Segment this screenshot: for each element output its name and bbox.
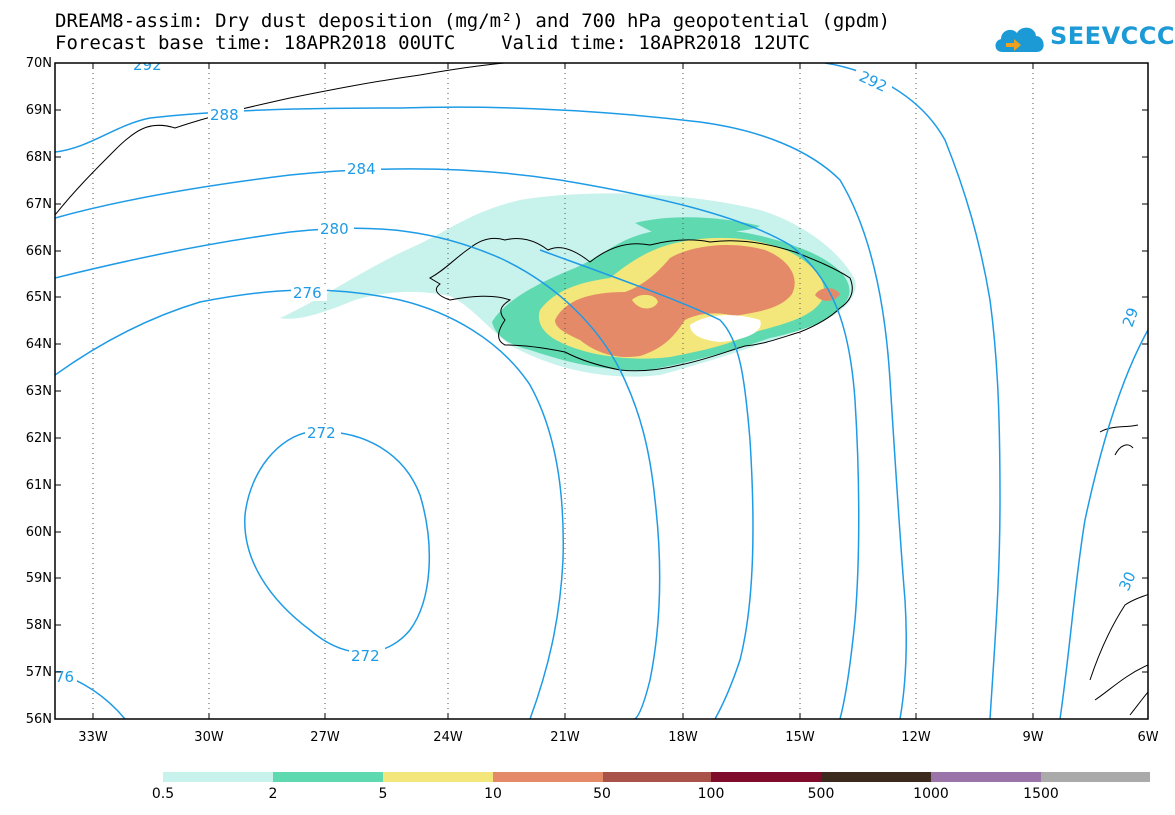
lon-label: 18W: [668, 730, 698, 745]
lat-label: 67N: [25, 197, 52, 212]
lat-label: 59N: [25, 571, 52, 586]
lat-label: 61N: [25, 478, 52, 493]
contour-label: 76: [55, 668, 74, 686]
legend-swatch: [163, 772, 273, 782]
contour-284: [55, 168, 860, 719]
contour-label: 272: [351, 647, 380, 665]
contour-292-top: [100, 54, 300, 60]
contour-label: 29: [1119, 305, 1142, 329]
contour-label: 272: [307, 424, 336, 442]
cloud-icon: [995, 27, 1044, 52]
contour-280: [55, 227, 661, 719]
lat-label: 68N: [25, 150, 52, 165]
lat-label: 65N: [25, 290, 52, 305]
seevccc-logo: SEEVCCC: [1050, 22, 1175, 50]
lat-label: 58N: [25, 618, 52, 633]
lon-label: 12W: [901, 730, 931, 745]
lat-label: 62N: [25, 431, 52, 446]
legend-swatch: [931, 772, 1041, 782]
legend-swatch: [711, 772, 821, 782]
contour-280b: [539, 249, 754, 719]
legend-value: 5: [378, 786, 388, 802]
iceland-coast: [428, 237, 853, 372]
legend-value: 1500: [1023, 786, 1059, 802]
legend-value: 2: [268, 786, 278, 802]
map-title: DREAM8-assim: Dry dust deposition (mg/m²…: [55, 10, 891, 32]
legend-swatch: [1041, 772, 1150, 782]
lat-label: 60N: [25, 525, 52, 540]
legend-value: 10: [484, 786, 502, 802]
legend-value: 50: [593, 786, 611, 802]
contour-label: 284: [347, 160, 376, 178]
contour-label: 276: [293, 284, 322, 302]
lon-label: 33W: [78, 730, 108, 745]
lat-label: 57N: [25, 665, 52, 680]
lon-label: 6W: [1137, 730, 1159, 745]
lat-label: 69N: [25, 103, 52, 118]
lon-label: 30W: [194, 730, 224, 745]
lat-label: 70N: [25, 56, 52, 71]
legend-value: 100: [697, 786, 725, 802]
lon-label: 9W: [1022, 730, 1044, 745]
dust-band-east: [815, 288, 840, 301]
legend-swatch: [603, 772, 711, 782]
legend-value: 0.5: [151, 786, 175, 802]
dust-band-2b: [635, 217, 760, 236]
contour-label: 280: [320, 220, 349, 238]
contour-292-east: [824, 63, 1001, 719]
contour-276: [55, 289, 564, 719]
lon-label: 15W: [785, 730, 815, 745]
legend-colorbar: [163, 772, 1150, 782]
legend-swatch: [821, 772, 931, 782]
contour-label: 292: [133, 56, 162, 74]
faroes-coast: [1099, 424, 1139, 456]
map-frame-bg: [55, 63, 1148, 719]
lat-label: 63N: [25, 384, 52, 399]
contour-label: 288: [210, 106, 239, 124]
dust-band-yellow-patch: [632, 294, 658, 309]
legend-swatch: [273, 772, 383, 782]
dust-band-light-patch: [690, 315, 761, 342]
contour-29x-east: [1059, 329, 1148, 719]
legend-swatch: [493, 772, 603, 782]
lat-label: 56N: [25, 712, 52, 727]
greenland-coast: [55, 63, 510, 216]
legend-value: 1000: [913, 786, 949, 802]
lon-label: 21W: [550, 730, 580, 745]
lat-label: 66N: [25, 244, 52, 259]
forecast-time-subtitle: Forecast base time: 18APR2018 00UTC Vali…: [55, 32, 810, 54]
lon-label: 24W: [433, 730, 463, 745]
legend-value: 500: [807, 786, 835, 802]
lon-label: 27W: [310, 730, 340, 745]
lat-label: 64N: [25, 337, 52, 352]
axis-ticks: [55, 62, 1148, 720]
legend-swatch: [383, 772, 493, 782]
